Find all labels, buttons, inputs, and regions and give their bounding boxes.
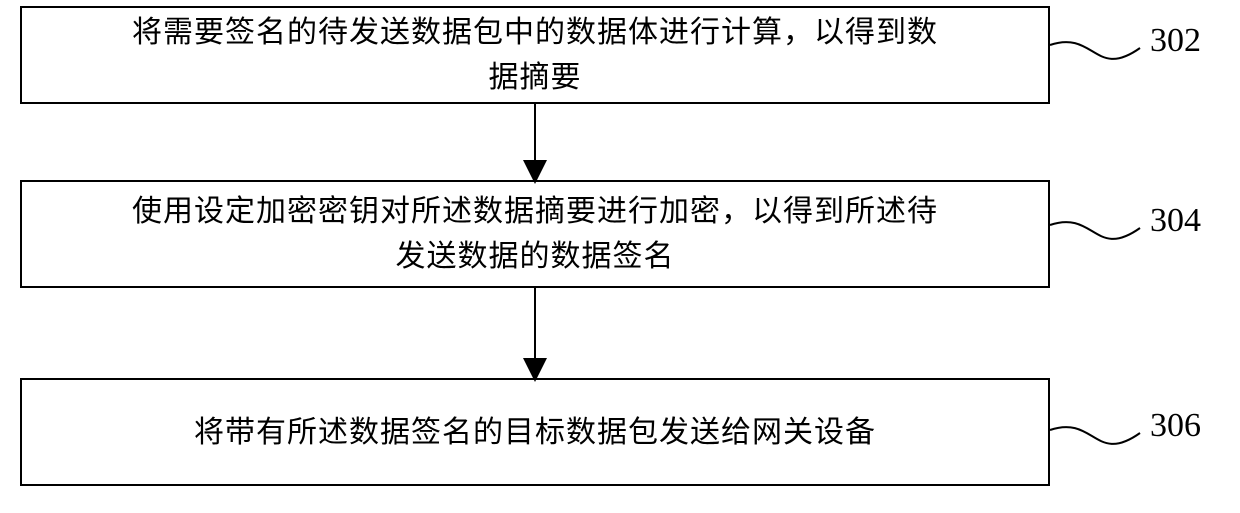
connector-304 [1050,222,1140,239]
step-text-302: 将需要签名的待发送数据包中的数据体进行计算，以得到数 据摘要 [122,6,948,104]
step-text-306: 将带有所述数据签名的目标数据包发送给网关设备 [184,406,886,459]
step-label-306: 306 [1150,407,1201,445]
step-box-306: 将带有所述数据签名的目标数据包发送给网关设备 [20,378,1050,486]
step-box-302: 将需要签名的待发送数据包中的数据体进行计算，以得到数 据摘要 [20,6,1050,104]
step-text-304: 使用设定加密密钥对所述数据摘要进行加密，以得到所述待 发送数据的数据签名 [122,185,948,283]
connector-302 [1050,42,1140,59]
step-label-302: 302 [1150,22,1201,60]
step-label-304: 304 [1150,202,1201,240]
connector-306 [1050,427,1140,444]
step-box-304: 使用设定加密密钥对所述数据摘要进行加密，以得到所述待 发送数据的数据签名 [20,180,1050,288]
flowchart-canvas: 将需要签名的待发送数据包中的数据体进行计算，以得到数 据摘要 302 使用设定加… [0,0,1240,513]
